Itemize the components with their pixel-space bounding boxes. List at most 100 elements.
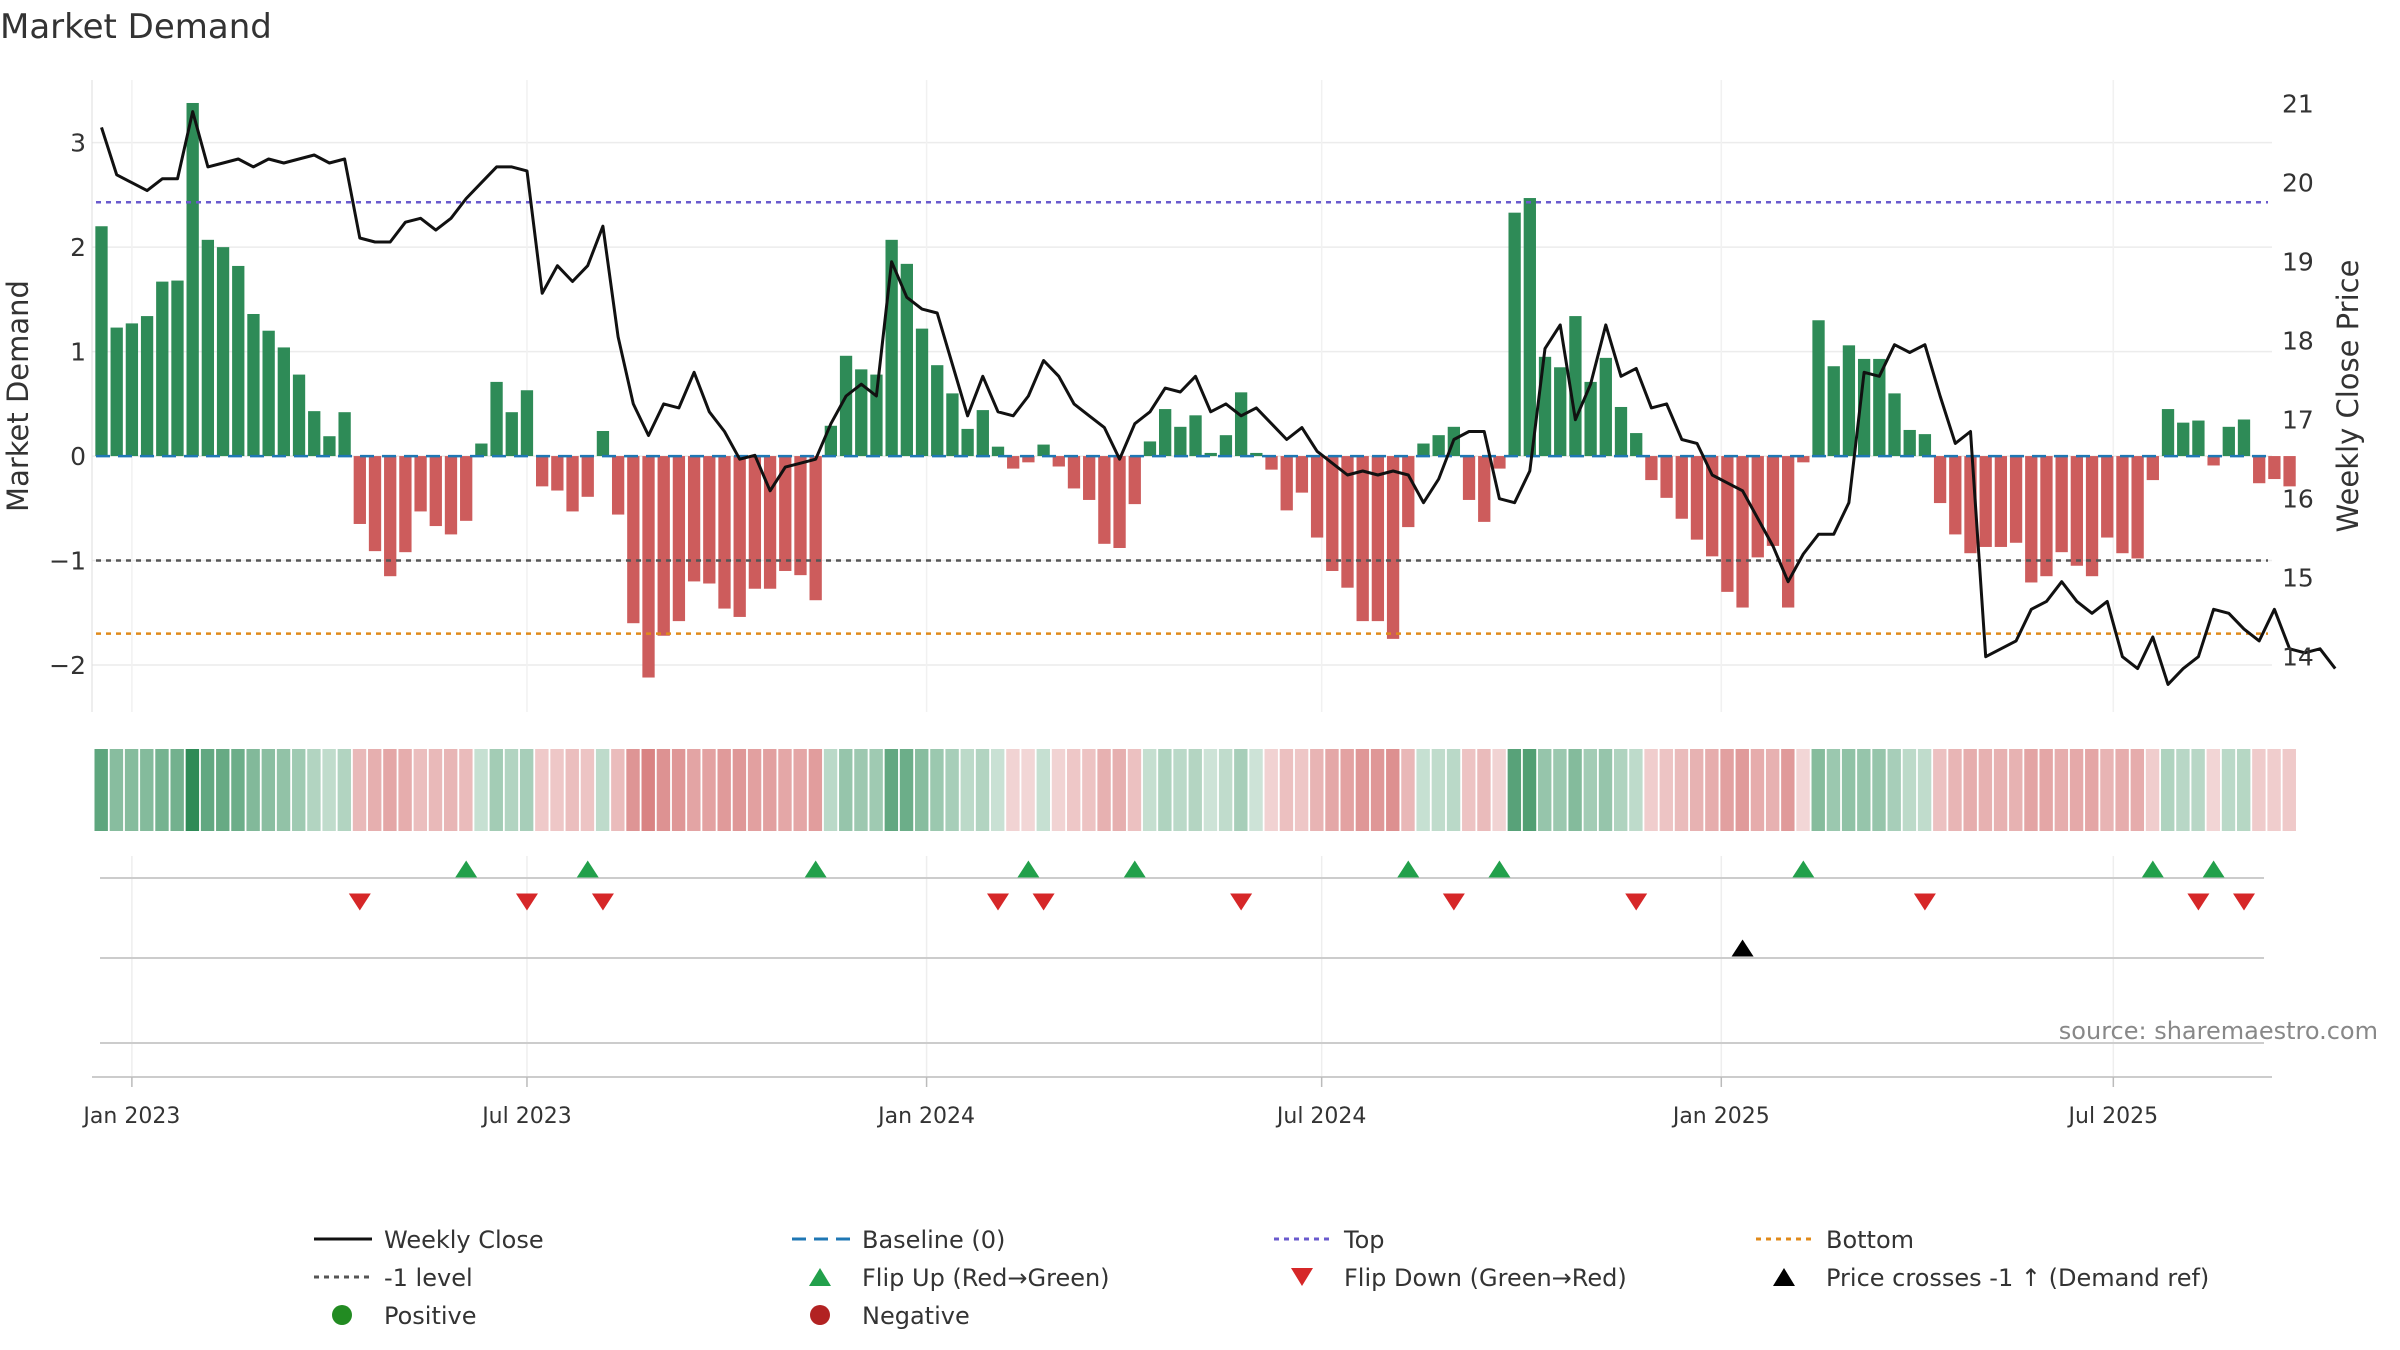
demand-bar — [520, 390, 534, 457]
demand-bar — [2116, 456, 2129, 554]
strip-cell — [140, 749, 154, 831]
legend-item: Flip Down (Green→Red) — [1291, 1264, 1627, 1292]
strip-cell — [808, 749, 823, 831]
demand-bar — [1250, 452, 1263, 457]
strip-cell — [1522, 749, 1537, 831]
x-tick-label: Jan 2023 — [81, 1104, 180, 1129]
demand-bar — [1234, 392, 1248, 457]
strip-cell — [763, 749, 777, 831]
strip-cell — [428, 749, 443, 831]
strip-cell — [1279, 749, 1294, 831]
strip-cell — [1659, 749, 1673, 831]
strip-cell — [991, 749, 1005, 831]
strip-cell — [1993, 749, 2008, 831]
demand-bar — [475, 443, 488, 457]
strip-cell — [1355, 749, 1370, 831]
demand-bar — [262, 330, 275, 457]
demand-bar — [1508, 212, 1521, 457]
demand-bar — [2009, 456, 2023, 543]
demand-bar — [1554, 367, 1567, 457]
strip-cell — [915, 749, 929, 831]
strip-cell — [1674, 749, 1689, 831]
demand-bar — [961, 428, 974, 457]
legend-label: Baseline (0) — [862, 1226, 1005, 1254]
flip-down-marker — [348, 893, 371, 911]
x-tick-label: Jul 2023 — [480, 1104, 572, 1129]
demand-bar — [1174, 426, 1187, 457]
demand-bar — [703, 456, 716, 584]
strip-cell — [2024, 749, 2038, 831]
strip-cell — [535, 749, 549, 831]
legend-swatch-triangle-up — [809, 1268, 831, 1286]
demand-bar — [809, 456, 822, 601]
strip-cell — [884, 749, 899, 831]
legend-label: Positive — [384, 1302, 477, 1330]
demand-bar — [277, 347, 290, 457]
strip-cell — [1386, 749, 1400, 831]
demand-bar — [1721, 456, 1734, 592]
demand-bar — [2207, 456, 2220, 466]
demand-bar — [1265, 456, 1278, 470]
legend-swatch-dot — [810, 1305, 830, 1325]
strip-cell — [1188, 749, 1202, 831]
demand-bar — [672, 456, 686, 622]
right-tick-label: 17 — [2282, 406, 2314, 435]
left-tick-label: −1 — [49, 547, 86, 576]
reference-levels — [96, 200, 2268, 635]
demand-bar — [201, 239, 215, 457]
demand-bar — [1128, 456, 1141, 505]
demand-bar — [1280, 456, 1293, 511]
strip-cell — [869, 749, 883, 831]
left-tick-label: −2 — [49, 651, 86, 680]
strip-cell — [717, 749, 731, 831]
strip-cell — [383, 749, 397, 831]
legend-swatch-triangle-up — [1773, 1268, 1795, 1286]
strip-cell — [1370, 749, 1385, 831]
strip-cell — [1462, 749, 1476, 831]
gridlines — [92, 80, 2272, 712]
strip-cell — [823, 749, 838, 831]
strip-cell — [2085, 749, 2099, 831]
demand-bar — [490, 381, 503, 457]
strip-cell — [2069, 749, 2084, 831]
demand-bar — [1857, 358, 1871, 457]
strip-cell — [231, 749, 245, 831]
demand-bar — [718, 456, 731, 609]
strip-cell — [1781, 749, 1795, 831]
flip-down-marker — [2187, 893, 2210, 911]
demand-bar — [2055, 456, 2068, 553]
demand-bar — [1083, 456, 1096, 500]
strip-cell — [1401, 749, 1415, 831]
demand-bar — [915, 328, 929, 457]
strip-cell — [1507, 749, 1522, 831]
demand-bar — [1736, 456, 1749, 608]
flip-up-marker — [1123, 860, 1146, 878]
legend-item: Top — [1274, 1226, 1385, 1254]
legend-item: -1 level — [314, 1264, 473, 1292]
legend-label: Weekly Close — [384, 1226, 544, 1254]
strip-cell — [2252, 749, 2266, 831]
demand-bar — [2101, 456, 2114, 538]
flip-up-marker — [2141, 860, 2164, 878]
strip-cell — [200, 749, 215, 831]
demand-bar — [1903, 429, 1916, 457]
flip-down-marker — [2232, 893, 2255, 911]
strip-cell — [352, 749, 367, 831]
strip-cell — [930, 749, 944, 831]
strip-cell — [1112, 749, 1126, 831]
strip-cell — [899, 749, 914, 831]
strip-cell — [1234, 749, 1248, 831]
strip-cell — [626, 749, 640, 831]
legend-item: Price crosses -1 ↑ (Demand ref) — [1773, 1264, 2209, 1292]
demand-bar — [399, 456, 412, 553]
demand-bar — [2070, 456, 2083, 566]
demand-bar — [1417, 443, 1430, 457]
strip-cell — [109, 749, 124, 831]
strip-cell — [246, 749, 260, 831]
strip-cell — [185, 749, 200, 831]
demand-bar — [186, 102, 199, 457]
strip-cell — [1568, 749, 1582, 831]
left-tick-label: 2 — [70, 233, 86, 262]
strip-cell — [1705, 749, 1719, 831]
demand-bar — [1842, 345, 1856, 457]
